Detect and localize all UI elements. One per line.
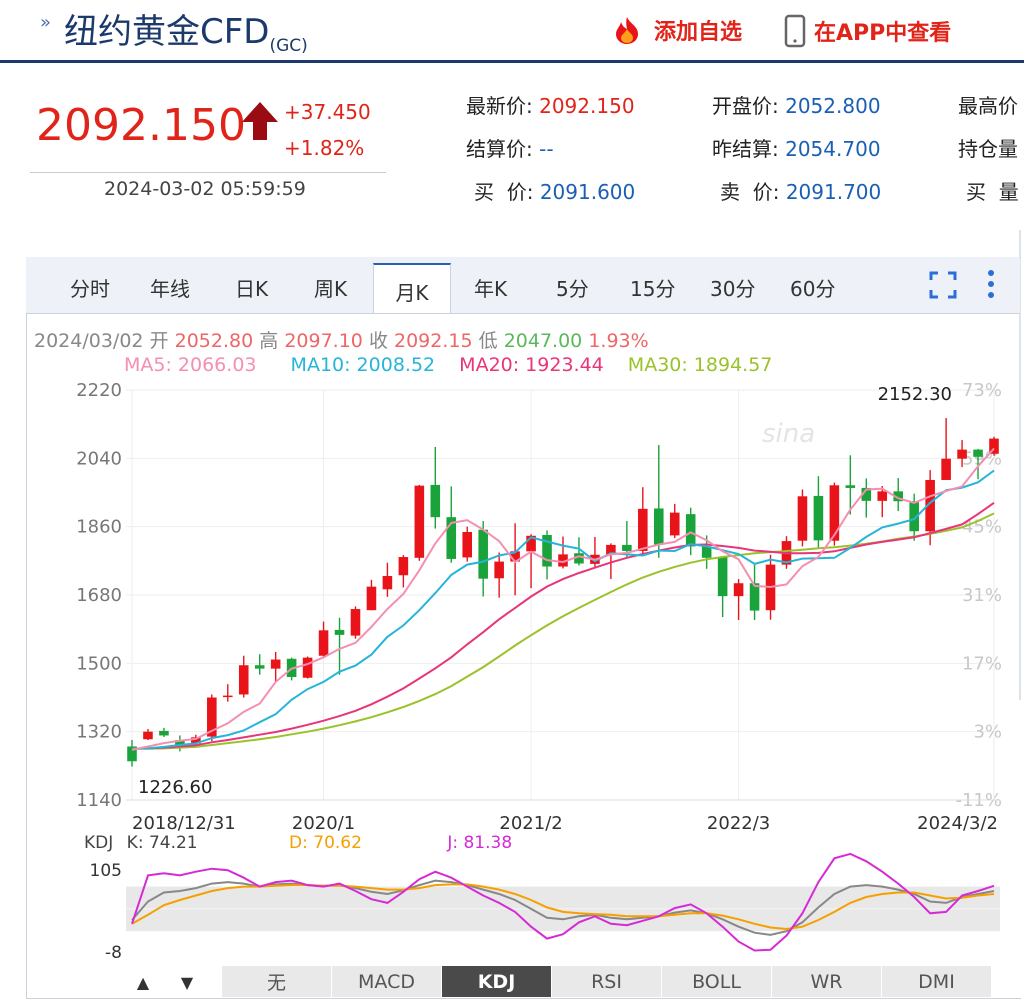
tab-weekly-k[interactable]: 周K <box>314 277 348 301</box>
page-title: 纽约黄金CFD(GC) <box>64 4 308 56</box>
field-label: 开盘价: <box>712 94 779 118</box>
more-options-icon[interactable] <box>984 268 998 300</box>
field-value: 2092.150 <box>539 94 635 118</box>
flame-icon <box>616 17 638 44</box>
field-value: 2091.700 <box>785 180 882 204</box>
divider <box>30 172 386 173</box>
tab-5min[interactable]: 5分 <box>556 277 589 301</box>
field-latest: 最新价: 2092.150 <box>466 90 635 119</box>
scroll-up-button[interactable]: ▲ <box>128 968 158 996</box>
field-bid: 买 价: 2091.600 <box>474 176 635 205</box>
tab-15min[interactable]: 15分 <box>630 277 676 301</box>
field-label: 买 量 <box>966 180 1019 204</box>
high-value: 2097.10 <box>284 330 363 352</box>
field-ask: 卖 价: 2091.700 <box>720 176 881 205</box>
field-label: 昨结算: <box>712 137 779 161</box>
tab-daily-k[interactable]: 日K <box>235 277 269 301</box>
field-value: 2052.800 <box>785 94 881 118</box>
price-change: +37.450 +1.82% <box>284 94 371 166</box>
ma5-legend: MA5: 2066.03 <box>124 354 257 376</box>
indicator-rsi[interactable]: RSI <box>552 966 662 997</box>
field-bid-volume: 买 量 <box>966 176 1019 205</box>
indicator-wr[interactable]: WR <box>772 966 882 997</box>
period-tabs: 分时 年线 日K 周K 月K 年K 5分 15分 30分 60分 <box>26 257 1020 314</box>
field-label: 最新价: <box>466 94 533 118</box>
view-in-app-label: 在APP中查看 <box>814 21 952 46</box>
field-value: 2054.700 <box>785 137 881 161</box>
indicator-kdj[interactable]: KDJ <box>442 966 552 997</box>
tab-60min[interactable]: 60分 <box>790 277 836 301</box>
quote-timestamp: 2024-03-02 05:59:59 <box>104 178 306 200</box>
pct-value: 1.93% <box>588 330 649 352</box>
ma30-legend: MA30: 1894.57 <box>627 354 773 376</box>
add-favorite-label: 添加自选 <box>654 20 743 45</box>
kdj-j-value: J: 81.38 <box>447 833 513 853</box>
open-value: 2052.80 <box>174 330 254 352</box>
instrument-name: 纽约黄金CFD <box>64 12 270 52</box>
field-label: 最高价 <box>958 94 1018 118</box>
field-label: 结算价: <box>466 137 533 161</box>
phone-icon <box>784 14 806 48</box>
double-chevron-icon: » <box>40 12 52 33</box>
indicator-none[interactable]: 无 <box>222 966 332 997</box>
tab-yearline[interactable]: 年线 <box>150 277 190 301</box>
high-label: 高 <box>259 330 279 352</box>
kdj-d-value: D: 70.62 <box>289 833 362 853</box>
field-value: -- <box>539 137 554 161</box>
field-label: 卖 价: <box>720 180 780 204</box>
field-label: 持仓量 <box>958 137 1018 161</box>
kdj-k-value: K: 74.21 <box>126 833 198 853</box>
instrument-code: (GC) <box>269 35 308 56</box>
tab-monthly-k[interactable]: 月K <box>373 263 451 313</box>
triangle-up-icon: ▲ <box>136 972 150 992</box>
ma-legend: MA5: 2066.03 MA10: 2008.52 MA20: 1923.44… <box>124 354 772 376</box>
side-divider <box>1019 230 1021 700</box>
low-value: 2047.00 <box>503 330 583 352</box>
indicator-tabs: 无 MACD KDJ RSI BOLL WR DMI <box>124 966 994 997</box>
close-label: 收 <box>368 330 388 352</box>
field-prev-settle: 昨结算: 2054.700 <box>712 133 881 162</box>
page-header: » 纽约黄金CFD(GC) 添加自选 在APP中查看 <box>0 0 1024 63</box>
arrow-up-icon <box>242 102 278 140</box>
indicator-boll[interactable]: BOLL <box>662 966 772 997</box>
field-settle: 结算价: -- <box>466 133 554 162</box>
indicator-macd[interactable]: MACD <box>332 966 442 997</box>
fullscreen-icon[interactable] <box>928 270 958 300</box>
ohlc-date: 2024/03/02 <box>34 330 144 352</box>
tab-30min[interactable]: 30分 <box>710 277 756 301</box>
tab-yearly-k[interactable]: 年K <box>474 277 508 301</box>
kdj-title: KDJ <box>84 833 114 853</box>
close-value: 2092.15 <box>394 330 473 352</box>
field-value: 2091.600 <box>539 180 636 204</box>
indicator-dmi[interactable]: DMI <box>882 966 992 997</box>
field-high: 最高价 <box>958 90 1018 119</box>
field-open-interest: 持仓量 <box>958 133 1018 162</box>
ma10-legend: MA10: 2008.52 <box>290 354 436 376</box>
open-label: 开 <box>149 330 169 352</box>
low-label: 低 <box>478 330 498 352</box>
triangle-down-icon: ▼ <box>180 972 194 992</box>
tab-intraday[interactable]: 分时 <box>70 277 110 301</box>
field-label: 买 价: <box>474 180 534 204</box>
change-value: +37.450 <box>284 100 371 124</box>
scroll-down-button[interactable]: ▼ <box>172 968 202 996</box>
change-percent: +1.82% <box>284 136 365 160</box>
last-price: 2092.150 <box>36 100 246 151</box>
add-favorite-button[interactable]: 添加自选 <box>608 14 742 46</box>
ohlc-summary: 2024/03/02 开 2052.80 高 2097.10 收 2092.15… <box>34 326 649 353</box>
view-in-app-button[interactable]: 在APP中查看 <box>784 14 951 48</box>
kdj-legend: KDJ K: 74.21 D: 70.62 J: 81.38 <box>84 833 512 853</box>
field-open: 开盘价: 2052.800 <box>712 90 881 119</box>
ma20-legend: MA20: 1923.44 <box>459 354 604 376</box>
